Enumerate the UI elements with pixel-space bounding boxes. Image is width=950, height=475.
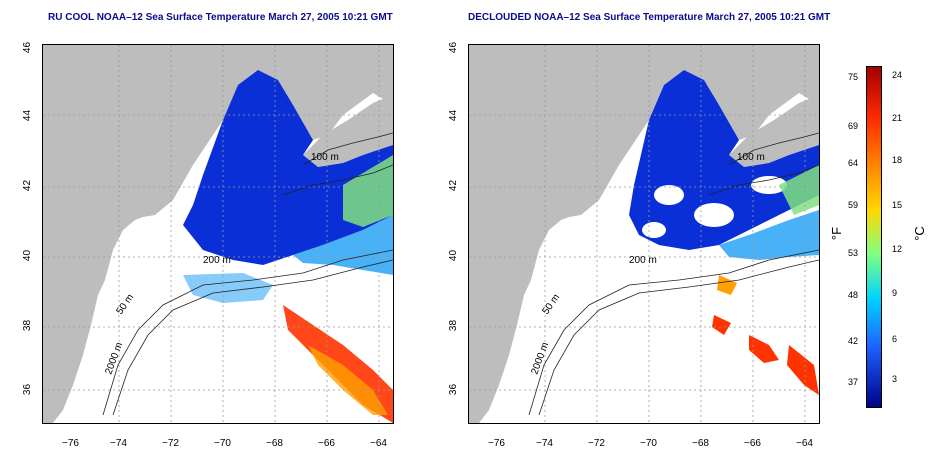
temperature-colorbar [866,66,882,408]
x-tick-label: −72 [588,438,605,449]
grid-lines [43,45,393,423]
f-tick-label: 69 [848,121,859,131]
contour-label-200m: 200 m [203,255,231,266]
x-tick-label: −68 [266,438,283,449]
y-tick-label: 46 [22,41,34,54]
celsius-unit-label: °C [911,226,927,241]
slope-water [719,210,819,260]
x-tick-label: −64 [370,438,387,449]
contour-label-100m: 100 m [737,152,765,163]
gulf-stream-core [308,345,388,415]
warm-band [779,165,819,215]
c-tick-label: 18 [892,155,903,165]
x-tick-label: −66 [318,438,335,449]
land-mass [43,45,393,423]
left-sst-map: 100 m 200 m 50 m 2000 m [42,44,394,424]
y-tick-label: 36 [448,383,460,396]
fahrenheit-unit-label: °F [829,226,845,241]
y-tick-label: 40 [448,249,460,262]
x-tick-label: −76 [488,438,505,449]
y-tick-label: 36 [22,383,34,396]
c-tick-label: 9 [892,288,898,298]
x-tick-label: −66 [744,438,761,449]
y-tick-label: 38 [22,319,34,332]
x-tick-label: −70 [640,438,657,449]
y-tick-label: 38 [448,319,460,332]
right-map-title: DECLOUDED NOAA–12 Sea Surface Temperatur… [468,12,831,23]
c-tick-label: 3 [892,374,898,384]
isobaths [102,132,393,416]
x-tick-label: −74 [536,438,553,449]
isobaths [528,132,819,416]
x-tick-label: −68 [692,438,709,449]
c-tick-label: 21 [892,113,903,123]
x-tick-label: −72 [162,438,179,449]
cloud-gaps [642,176,787,238]
nova-scotia [303,95,393,167]
x-tick-label: −70 [214,438,231,449]
c-tick-label: 6 [892,334,898,344]
c-tick-label: 24 [892,70,903,80]
f-tick-label: 42 [848,336,859,346]
grid-lines [469,45,819,423]
contour-label-50m: 50 m [114,292,136,317]
cold-gulf-of-maine [183,70,393,265]
x-tick-label: −64 [796,438,813,449]
left-map-title: RU COOL NOAA–12 Sea Surface Temperature … [48,12,393,23]
y-tick-label: 44 [22,109,34,122]
y-tick-label: 42 [22,179,34,192]
x-tick-label: −76 [62,438,79,449]
f-tick-label: 64 [848,158,859,168]
warm-band [343,155,393,227]
gulf-stream-patches [712,275,819,395]
f-tick-label: 37 [848,377,859,387]
x-tick-label: −74 [110,438,127,449]
nova-scotia [729,95,819,167]
contour-label-100m: 100 m [311,152,339,163]
right-sst-map: 100 m 200 m 50 m 2000 m [468,44,820,424]
f-tick-label: 75 [848,72,859,82]
land-mass [469,45,819,423]
f-tick-label: 48 [848,290,859,300]
contour-label-200m: 200 m [629,255,657,266]
c-tick-label: 12 [892,244,903,254]
y-tick-label: 46 [448,41,460,54]
f-tick-label: 59 [848,200,859,210]
left-sst-svg: 100 m 200 m 50 m 2000 m [43,45,393,423]
contour-label-50m: 50 m [540,292,562,317]
f-tick-label: 53 [848,248,859,258]
cold-gulf-of-maine [629,70,819,250]
y-tick-label: 42 [448,179,460,192]
c-tick-label: 15 [892,200,903,210]
y-tick-label: 40 [22,249,34,262]
slope-water [293,215,393,275]
right-sst-svg: 100 m 200 m 50 m 2000 m [469,45,819,423]
y-tick-label: 44 [448,109,460,122]
